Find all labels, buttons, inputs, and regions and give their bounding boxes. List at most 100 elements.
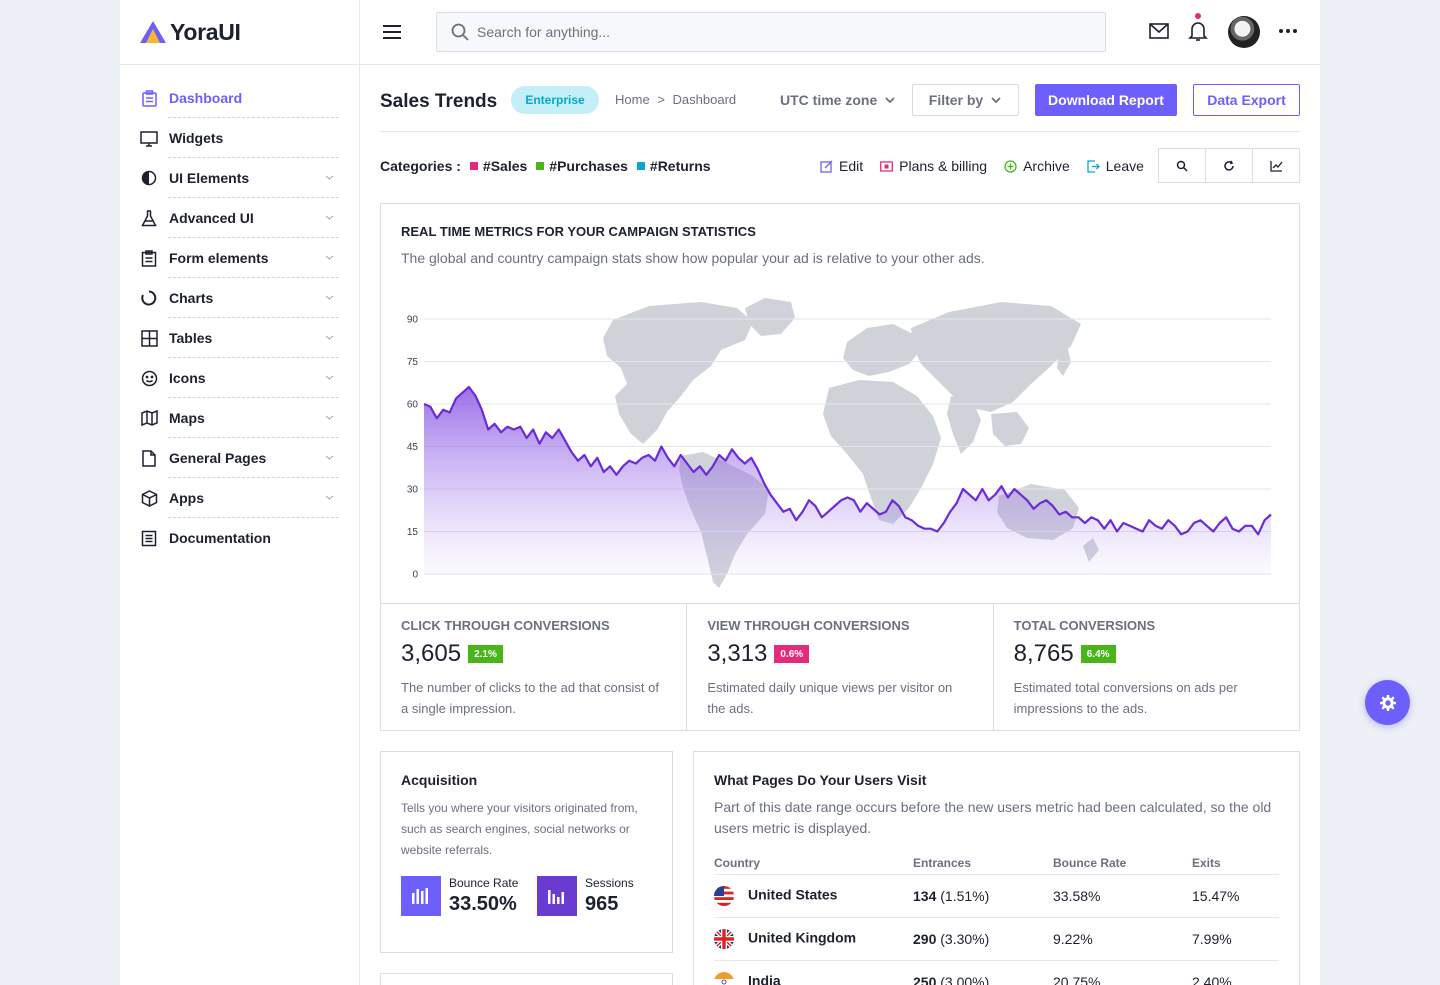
- bounce-cell: 33.58%: [1053, 874, 1192, 918]
- acquisition-card: Acquisition Tells you where your visitor…: [380, 751, 673, 953]
- stat-view-through: VIEW THROUGH CONVERSIONS 3,313 0.6% Esti…: [687, 604, 994, 730]
- series-line: [423, 385, 1272, 536]
- map-north-america: [603, 302, 753, 444]
- next-card-partial: [380, 973, 673, 985]
- search-box[interactable]: [436, 12, 1106, 52]
- table-icon: [140, 329, 158, 347]
- sidebar-item-charts[interactable]: Charts: [140, 278, 339, 318]
- data-export-button[interactable]: Data Export: [1193, 84, 1300, 116]
- search-input[interactable]: [477, 24, 1077, 40]
- column-header[interactable]: Entrances: [913, 852, 1053, 875]
- settings-fab[interactable]: [1365, 680, 1410, 725]
- country-cell: United States: [714, 874, 913, 918]
- filter-button[interactable]: Filter by: [912, 84, 1019, 116]
- entrances-percent: (3.00%): [940, 973, 990, 985]
- map-africa: [823, 380, 941, 524]
- notification-dot: [1195, 13, 1201, 19]
- map-icon: [140, 409, 158, 427]
- sidebar-item-documentation[interactable]: Documentation: [140, 518, 339, 558]
- y-tick-label: 75: [407, 357, 419, 368]
- entrances-count: 134: [913, 887, 937, 904]
- table-row[interactable]: India 250 (3.00%) 20.75% 2.40%: [714, 960, 1279, 985]
- table-row[interactable]: United States 134 (1.51%) 33.58% 15.47%: [714, 874, 1279, 918]
- sidebar-item-label: Documentation: [169, 530, 271, 546]
- main-content: Sales Trends Enterprise Home > Dashboard…: [360, 65, 1320, 985]
- avatar[interactable]: [1228, 16, 1260, 48]
- timezone-select[interactable]: UTC time zone: [780, 92, 896, 108]
- y-tick-label: 45: [407, 442, 419, 453]
- entrances-count: 250: [913, 973, 937, 985]
- edit-icon: [820, 160, 833, 173]
- category-returns[interactable]: #Returns: [636, 158, 711, 174]
- stat-change-badge: 6.4%: [1080, 645, 1116, 663]
- chevron-down-icon: [326, 295, 333, 300]
- category-purchases[interactable]: #Purchases: [536, 158, 628, 174]
- archive-action[interactable]: Archive: [1004, 158, 1070, 174]
- sidebar-item-widgets[interactable]: Widgets: [140, 118, 339, 158]
- sidebar-item-dashboard[interactable]: Dashboard: [140, 78, 339, 118]
- plans-billing-action[interactable]: Plans & billing: [880, 158, 987, 174]
- stat-value: 3,313: [707, 640, 768, 667]
- divider: [168, 157, 339, 158]
- map-europe: [843, 324, 921, 376]
- stat-change-badge: 0.6%: [774, 645, 810, 663]
- refresh-tool-button[interactable]: [1206, 149, 1253, 182]
- column-header[interactable]: Exits: [1192, 852, 1279, 875]
- divider: [168, 477, 339, 478]
- stat-description: Estimated total conversions on ads per i…: [1013, 680, 1238, 716]
- timezone-label: UTC time zone: [780, 92, 878, 108]
- contrast-icon: [140, 169, 158, 187]
- divider: [168, 517, 339, 518]
- sidebar-item-icons[interactable]: Icons: [140, 358, 339, 398]
- hamburger-menu-icon[interactable]: [382, 24, 402, 40]
- card-description: Part of this date range occurs before th…: [714, 799, 1272, 836]
- billing-icon: [880, 160, 894, 172]
- more-horizontal-icon[interactable]: [1277, 20, 1299, 42]
- plan-badge: Enterprise: [511, 86, 599, 114]
- breadcrumb-home[interactable]: Home: [615, 92, 650, 107]
- map-india: [947, 396, 981, 454]
- sidebar-item-label: UI Elements: [169, 170, 250, 186]
- conversion-stats: CLICK THROUGH CONVERSIONS 3,605 2.1% The…: [381, 603, 1299, 730]
- chevron-down-icon: [326, 255, 333, 260]
- gear-icon: [1379, 694, 1396, 711]
- sidebar-item-maps[interactable]: Maps: [140, 398, 339, 438]
- sidebar-item-form-elements[interactable]: Form elements: [140, 238, 339, 278]
- mail-icon[interactable]: [1148, 20, 1170, 42]
- chart-tool-button[interactable]: [1253, 149, 1299, 182]
- edit-action[interactable]: Edit: [820, 158, 863, 174]
- sidebar-item-general-pages[interactable]: General Pages: [140, 438, 339, 478]
- stat-value: 8,765: [1013, 640, 1074, 667]
- bounce-rate-stat: Bounce Rate 33.50%: [401, 876, 518, 916]
- entrances-count: 290: [913, 930, 937, 947]
- us-flag-icon: [714, 885, 734, 906]
- campaign-area-chart: 0 15 30 45 60 75 90: [407, 298, 1272, 588]
- brand[interactable]: YoraUI: [120, 0, 359, 65]
- india-flag-icon: [714, 971, 734, 985]
- table-row[interactable]: United Kingdom 290 (3.30%) 9.22% 7.99%: [714, 917, 1279, 961]
- sidebar-item-tables[interactable]: Tables: [140, 318, 339, 358]
- zoom-tool-button[interactable]: [1159, 149, 1206, 182]
- entrances-percent: (3.30%): [940, 930, 990, 947]
- download-report-button[interactable]: Download Report: [1035, 84, 1177, 116]
- column-header[interactable]: Country: [714, 852, 913, 875]
- y-tick-label: 30: [407, 485, 419, 496]
- sidebar-item-label: Dashboard: [169, 90, 243, 106]
- sidebar-item-advanced-ui[interactable]: Advanced UI: [140, 198, 339, 238]
- file-icon: [140, 449, 158, 467]
- country-name: India: [748, 972, 781, 985]
- divider: [168, 117, 339, 118]
- entrances-cell: 250 (3.00%): [913, 960, 1053, 985]
- categories-label: Categories :: [380, 158, 461, 174]
- stat-label: VIEW THROUGH CONVERSIONS: [707, 618, 910, 633]
- stat-description: The number of clicks to the ad that cons…: [401, 680, 659, 716]
- bar-chart-icon: [401, 876, 441, 916]
- sidebar-item-label: Widgets: [169, 130, 224, 146]
- column-header[interactable]: Bounce Rate: [1053, 852, 1192, 875]
- bell-icon[interactable]: [1187, 20, 1209, 42]
- sidebar-item-apps[interactable]: Apps: [140, 478, 339, 518]
- action-links: Edit Plans & billing Archive Leave: [820, 158, 1161, 174]
- category-sales[interactable]: #Sales: [469, 158, 527, 174]
- leave-action[interactable]: Leave: [1087, 158, 1144, 174]
- sidebar-item-ui-elements[interactable]: UI Elements: [140, 158, 339, 198]
